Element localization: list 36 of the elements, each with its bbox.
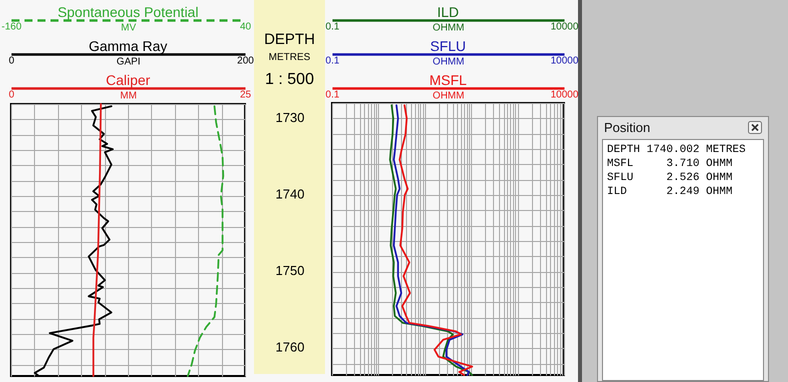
series-label: Caliper — [106, 72, 151, 88]
x-tick-label: 0 — [8, 56, 15, 66]
text: MSFL — [429, 72, 467, 88]
x-tick-label: -160 — [1, 22, 22, 32]
y-axis-title: DEPTH — [264, 31, 315, 48]
text: DEPTH 1740.002 METRES — [607, 143, 747, 157]
x-axis-title: GAPI — [116, 56, 140, 68]
text: Position — [604, 120, 650, 135]
x-tick-label: 0.1 — [326, 90, 340, 100]
x-axis-title: OHMM — [432, 22, 464, 34]
text: Spontaneous Potential — [58, 4, 198, 20]
text: ILD 2.249 OHMM — [607, 185, 734, 199]
x-axis-title: OHMM — [432, 90, 464, 102]
x-tick-label: 10000 — [550, 22, 579, 32]
x-tick-label: 200 — [237, 56, 254, 66]
x-tick-label: 0 — [8, 90, 15, 100]
text: 1 : 500 — [265, 71, 314, 88]
x-tick-label: 25 — [240, 90, 252, 100]
y-tick-label: 1740 — [276, 186, 304, 202]
x-axis-title: MM — [120, 90, 137, 102]
x-axis-title: MV — [121, 22, 136, 34]
text: SFLU 2.526 OHMM — [607, 171, 734, 185]
x-tick-label: 40 — [240, 22, 252, 32]
y-tick-label: 1730 — [276, 110, 304, 125]
text: Gamma Ray — [88, 38, 168, 54]
y-tick-label: 1760 — [276, 340, 304, 355]
x-tick-label: 0.1 — [326, 56, 340, 66]
text: METRES — [268, 52, 311, 63]
x-tick-label: 10000 — [550, 56, 579, 66]
x-tick-label: 10000 — [550, 90, 579, 100]
text: ILD — [437, 4, 459, 20]
text: MSFL 3.710 OHMM — [607, 157, 734, 171]
text: SFLU — [430, 38, 466, 54]
y-tick-label: 1750 — [276, 263, 304, 278]
x-tick-label: 0.1 — [326, 22, 340, 32]
x-axis-title: OHMM — [432, 56, 464, 68]
